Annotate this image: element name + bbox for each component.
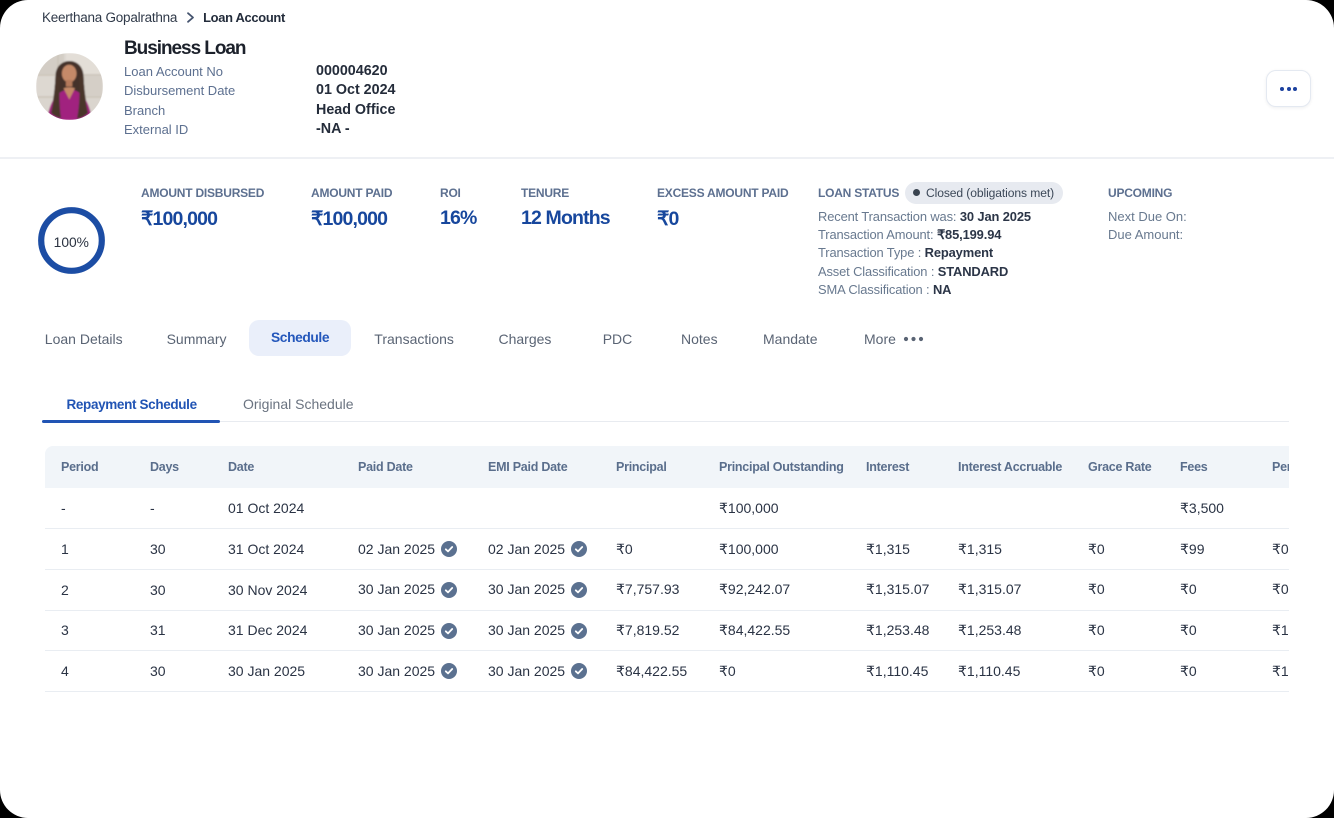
svg-text:100%: 100% xyxy=(53,235,88,250)
